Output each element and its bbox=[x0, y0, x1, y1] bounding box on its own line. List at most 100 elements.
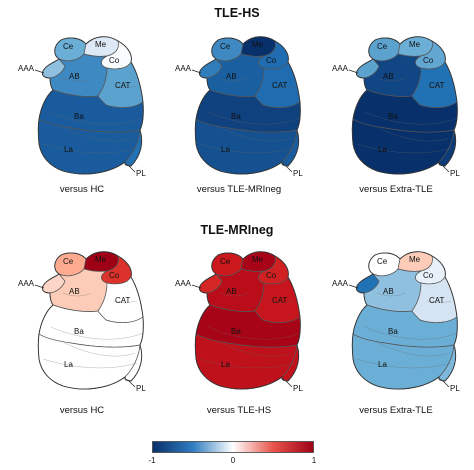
subregion-boundary bbox=[42, 358, 138, 369]
amygdala-outline bbox=[351, 36, 458, 175]
region-label-co: Co bbox=[109, 271, 120, 280]
region-label-co: Co bbox=[423, 271, 434, 280]
region-label-ce: Ce bbox=[220, 257, 231, 266]
subregion-boundary bbox=[376, 292, 406, 297]
region-label-me: Me bbox=[252, 40, 264, 49]
panel-tle-mrineg-vs-tle-hs: Ce Me Co AAA AB CAT Ba La PL bbox=[160, 231, 318, 431]
region-label-aaa: AAA bbox=[175, 64, 192, 73]
aaa-leader bbox=[191, 284, 202, 289]
caption-tle-hs-vs-tle-mrineg: versus TLE-MRIneg bbox=[196, 184, 282, 195]
subregion-boundary bbox=[217, 125, 293, 142]
subregion-boundary bbox=[364, 111, 458, 125]
region-label-ab: AB bbox=[69, 287, 80, 296]
region-label-aaa: AAA bbox=[175, 279, 192, 288]
region-label-ab: AB bbox=[383, 72, 394, 81]
colorbar-tick-min: -1 bbox=[148, 456, 156, 465]
subregion-boundary bbox=[374, 125, 450, 142]
subregion-boundary bbox=[60, 125, 136, 142]
amygdala-outline bbox=[37, 36, 144, 175]
region-label-aaa: AAA bbox=[332, 64, 349, 73]
subregion-boundary bbox=[50, 326, 144, 340]
region-label-cat: CAT bbox=[115, 81, 131, 90]
region-label-la: La bbox=[64, 145, 73, 154]
caption-tle-mrineg-vs-hc: versus HC bbox=[59, 405, 105, 416]
subregion-boundary bbox=[426, 300, 452, 303]
panel-tle-hs-vs-tle-mrineg: Ce Me Co AAA AB CAT Ba La PL bbox=[160, 16, 318, 216]
region-label-ab: AB bbox=[69, 72, 80, 81]
aaa-leader bbox=[348, 284, 359, 289]
subregion-boundary bbox=[42, 143, 138, 154]
amygdala-outline bbox=[351, 251, 458, 390]
amygdala-outline bbox=[37, 251, 144, 390]
region-label-me: Me bbox=[252, 255, 264, 264]
caption-tle-mrineg-vs-extra-tle: versus Extra-TLE bbox=[359, 405, 433, 416]
subregion-boundary bbox=[364, 326, 458, 340]
region-label-ab: AB bbox=[226, 287, 237, 296]
subregion-boundary bbox=[376, 77, 406, 82]
aaa-leader bbox=[191, 69, 202, 74]
group-title-tle-mrineg: TLE-MRIneg bbox=[200, 223, 274, 237]
region-label-la: La bbox=[221, 145, 230, 154]
region-label-cat: CAT bbox=[272, 81, 288, 90]
subregion-boundary bbox=[50, 111, 144, 125]
caption-tle-mrineg-vs-tle-hs: versus TLE-HS bbox=[206, 405, 272, 416]
amygdala-outline bbox=[194, 36, 301, 175]
group-title-tle-hs: TLE-HS bbox=[214, 6, 260, 20]
region-label-ba: Ba bbox=[388, 112, 398, 121]
colorbar-tick-max: 1 bbox=[311, 456, 317, 465]
region-label-ce: Ce bbox=[377, 257, 388, 266]
subregion-boundary bbox=[269, 85, 295, 88]
panel-tle-mrineg-vs-extra-tle: Ce Me Co AAA AB CAT Ba La PL bbox=[317, 231, 474, 431]
panel-tle-hs-vs-hc: Ce Me Co AAA AB CAT Ba La PL bbox=[3, 16, 161, 216]
subregion-boundary bbox=[60, 340, 136, 357]
region-label-co: Co bbox=[266, 56, 277, 65]
region-label-me: Me bbox=[95, 40, 107, 49]
amygdala-outline bbox=[194, 251, 301, 390]
pl-leader bbox=[442, 165, 450, 173]
region-label-la: La bbox=[64, 360, 73, 369]
region-label-cat: CAT bbox=[115, 296, 131, 305]
subregion-boundary bbox=[219, 77, 249, 82]
region-label-pl: PL bbox=[136, 384, 146, 393]
region-label-la: La bbox=[221, 360, 230, 369]
region-label-ba: Ba bbox=[74, 112, 84, 121]
region-label-me: Me bbox=[409, 40, 421, 49]
subregion-boundary bbox=[356, 143, 452, 154]
region-label-co: Co bbox=[423, 56, 434, 65]
colorbar bbox=[152, 441, 314, 453]
colorbar-tick-mid: 0 bbox=[230, 456, 236, 465]
subregion-boundary bbox=[269, 300, 295, 303]
region-label-pl: PL bbox=[293, 169, 303, 178]
caption-tle-hs-vs-extra-tle: versus Extra-TLE bbox=[359, 184, 433, 195]
region-label-pl: PL bbox=[293, 384, 303, 393]
region-label-me: Me bbox=[409, 255, 421, 264]
region-label-ab: AB bbox=[226, 72, 237, 81]
region-label-aaa: AAA bbox=[18, 64, 35, 73]
aaa-leader bbox=[34, 69, 45, 74]
region-label-la: La bbox=[378, 145, 387, 154]
subregion-boundary bbox=[217, 340, 293, 357]
region-label-pl: PL bbox=[450, 169, 460, 178]
subregion-boundary bbox=[62, 77, 92, 82]
subregion-boundary bbox=[219, 292, 249, 297]
pl-leader bbox=[442, 380, 450, 388]
region-label-ba: Ba bbox=[388, 327, 398, 336]
region-label-ba: Ba bbox=[231, 112, 241, 121]
subregion-boundary bbox=[112, 85, 138, 88]
region-label-cat: CAT bbox=[429, 296, 445, 305]
subregion-boundary bbox=[199, 358, 295, 369]
subregion-boundary bbox=[112, 300, 138, 303]
subregion-boundary bbox=[356, 358, 452, 369]
region-label-ba: Ba bbox=[74, 327, 84, 336]
aaa-leader bbox=[348, 69, 359, 74]
region-label-ce: Ce bbox=[63, 257, 74, 266]
region-label-ce: Ce bbox=[63, 42, 74, 51]
region-label-co: Co bbox=[109, 56, 120, 65]
panel-tle-mrineg-vs-hc: Ce Me Co AAA AB CAT Ba La PL bbox=[3, 231, 161, 431]
region-label-aaa: AAA bbox=[18, 279, 35, 288]
subregion-boundary bbox=[62, 292, 92, 297]
pl-leader bbox=[128, 380, 136, 388]
